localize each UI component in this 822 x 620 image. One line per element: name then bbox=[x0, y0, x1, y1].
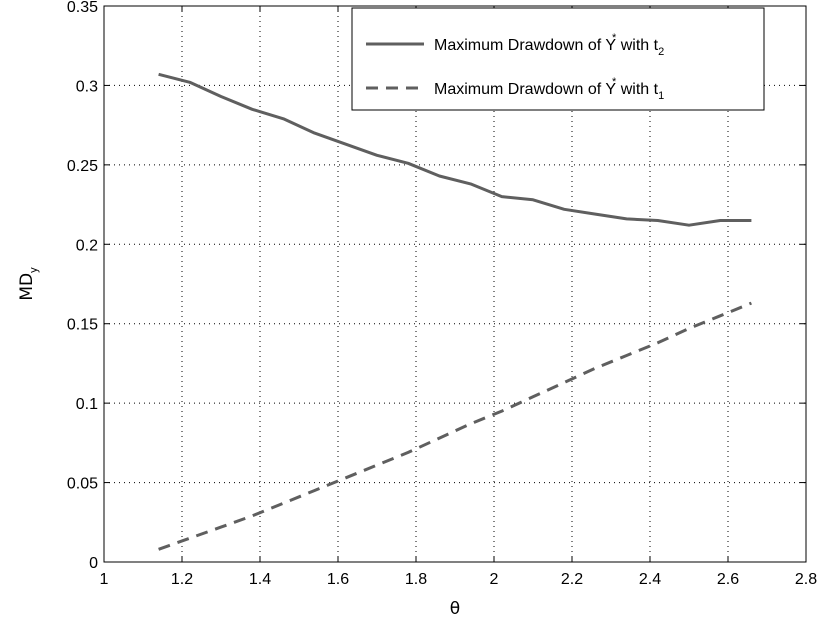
x-tick-label: 1.4 bbox=[249, 571, 271, 588]
y-tick-label: 0.05 bbox=[67, 476, 98, 493]
y-tick-label: 0.2 bbox=[76, 237, 98, 254]
y-tick-label: 0.1 bbox=[76, 396, 98, 413]
y-tick-label: 0.25 bbox=[67, 158, 98, 175]
legend-label-text: Maximum Drawdown of Y bbox=[434, 37, 616, 54]
legend-label-text: with t bbox=[616, 37, 658, 54]
legend-label-2: Maximum Drawdown of Y* with t1 bbox=[434, 76, 664, 102]
x-tick-label: 1.8 bbox=[405, 571, 427, 588]
legend-label-superscript: * bbox=[612, 32, 617, 44]
legend-label-text: Maximum Drawdown of Y bbox=[434, 81, 616, 98]
series-line-2 bbox=[158, 301, 752, 551]
y-axis-label: MDy bbox=[17, 267, 40, 301]
x-tick-label: 2.4 bbox=[639, 571, 661, 588]
legend-label-1: Maximum Drawdown of Y* with t2 bbox=[434, 32, 664, 58]
x-tick-label: 2.6 bbox=[717, 571, 739, 588]
x-axis-label: θ bbox=[450, 599, 460, 619]
x-tick-label: 2 bbox=[490, 571, 499, 588]
legend-label-superscript: * bbox=[612, 76, 617, 88]
legend-label-subscript: 1 bbox=[658, 90, 664, 102]
legend-label-subscript: 2 bbox=[658, 46, 664, 58]
legend-box bbox=[351, 7, 765, 111]
y-axis-label-subscript: y bbox=[28, 267, 40, 273]
y-tick-label: 0.35 bbox=[67, 0, 98, 16]
axis-ticks: 1 1.2 1.4 1.6 1.8 2 2.2 2.4 2.6 2.8 0 0.05 0.1 0.15 0.… bbox=[67, 0, 817, 588]
plot-frame bbox=[103, 5, 807, 563]
x-tick-label: 1.6 bbox=[327, 571, 349, 588]
y-tick-label: 0.3 bbox=[76, 78, 98, 95]
x-tick-label: 1.2 bbox=[171, 571, 193, 588]
legend-label-text: with t bbox=[616, 81, 658, 98]
x-tick-label: 1 bbox=[100, 571, 109, 588]
x-tick-label: 2.2 bbox=[561, 571, 583, 588]
x-tick-label: 2.8 bbox=[795, 571, 817, 588]
y-tick-label: 0 bbox=[89, 555, 98, 572]
y-axis-label-main: MD bbox=[17, 273, 37, 301]
series-line-1 bbox=[158, 72, 752, 227]
series-lines bbox=[158, 72, 752, 551]
y-tick-label: 0.15 bbox=[67, 317, 98, 334]
